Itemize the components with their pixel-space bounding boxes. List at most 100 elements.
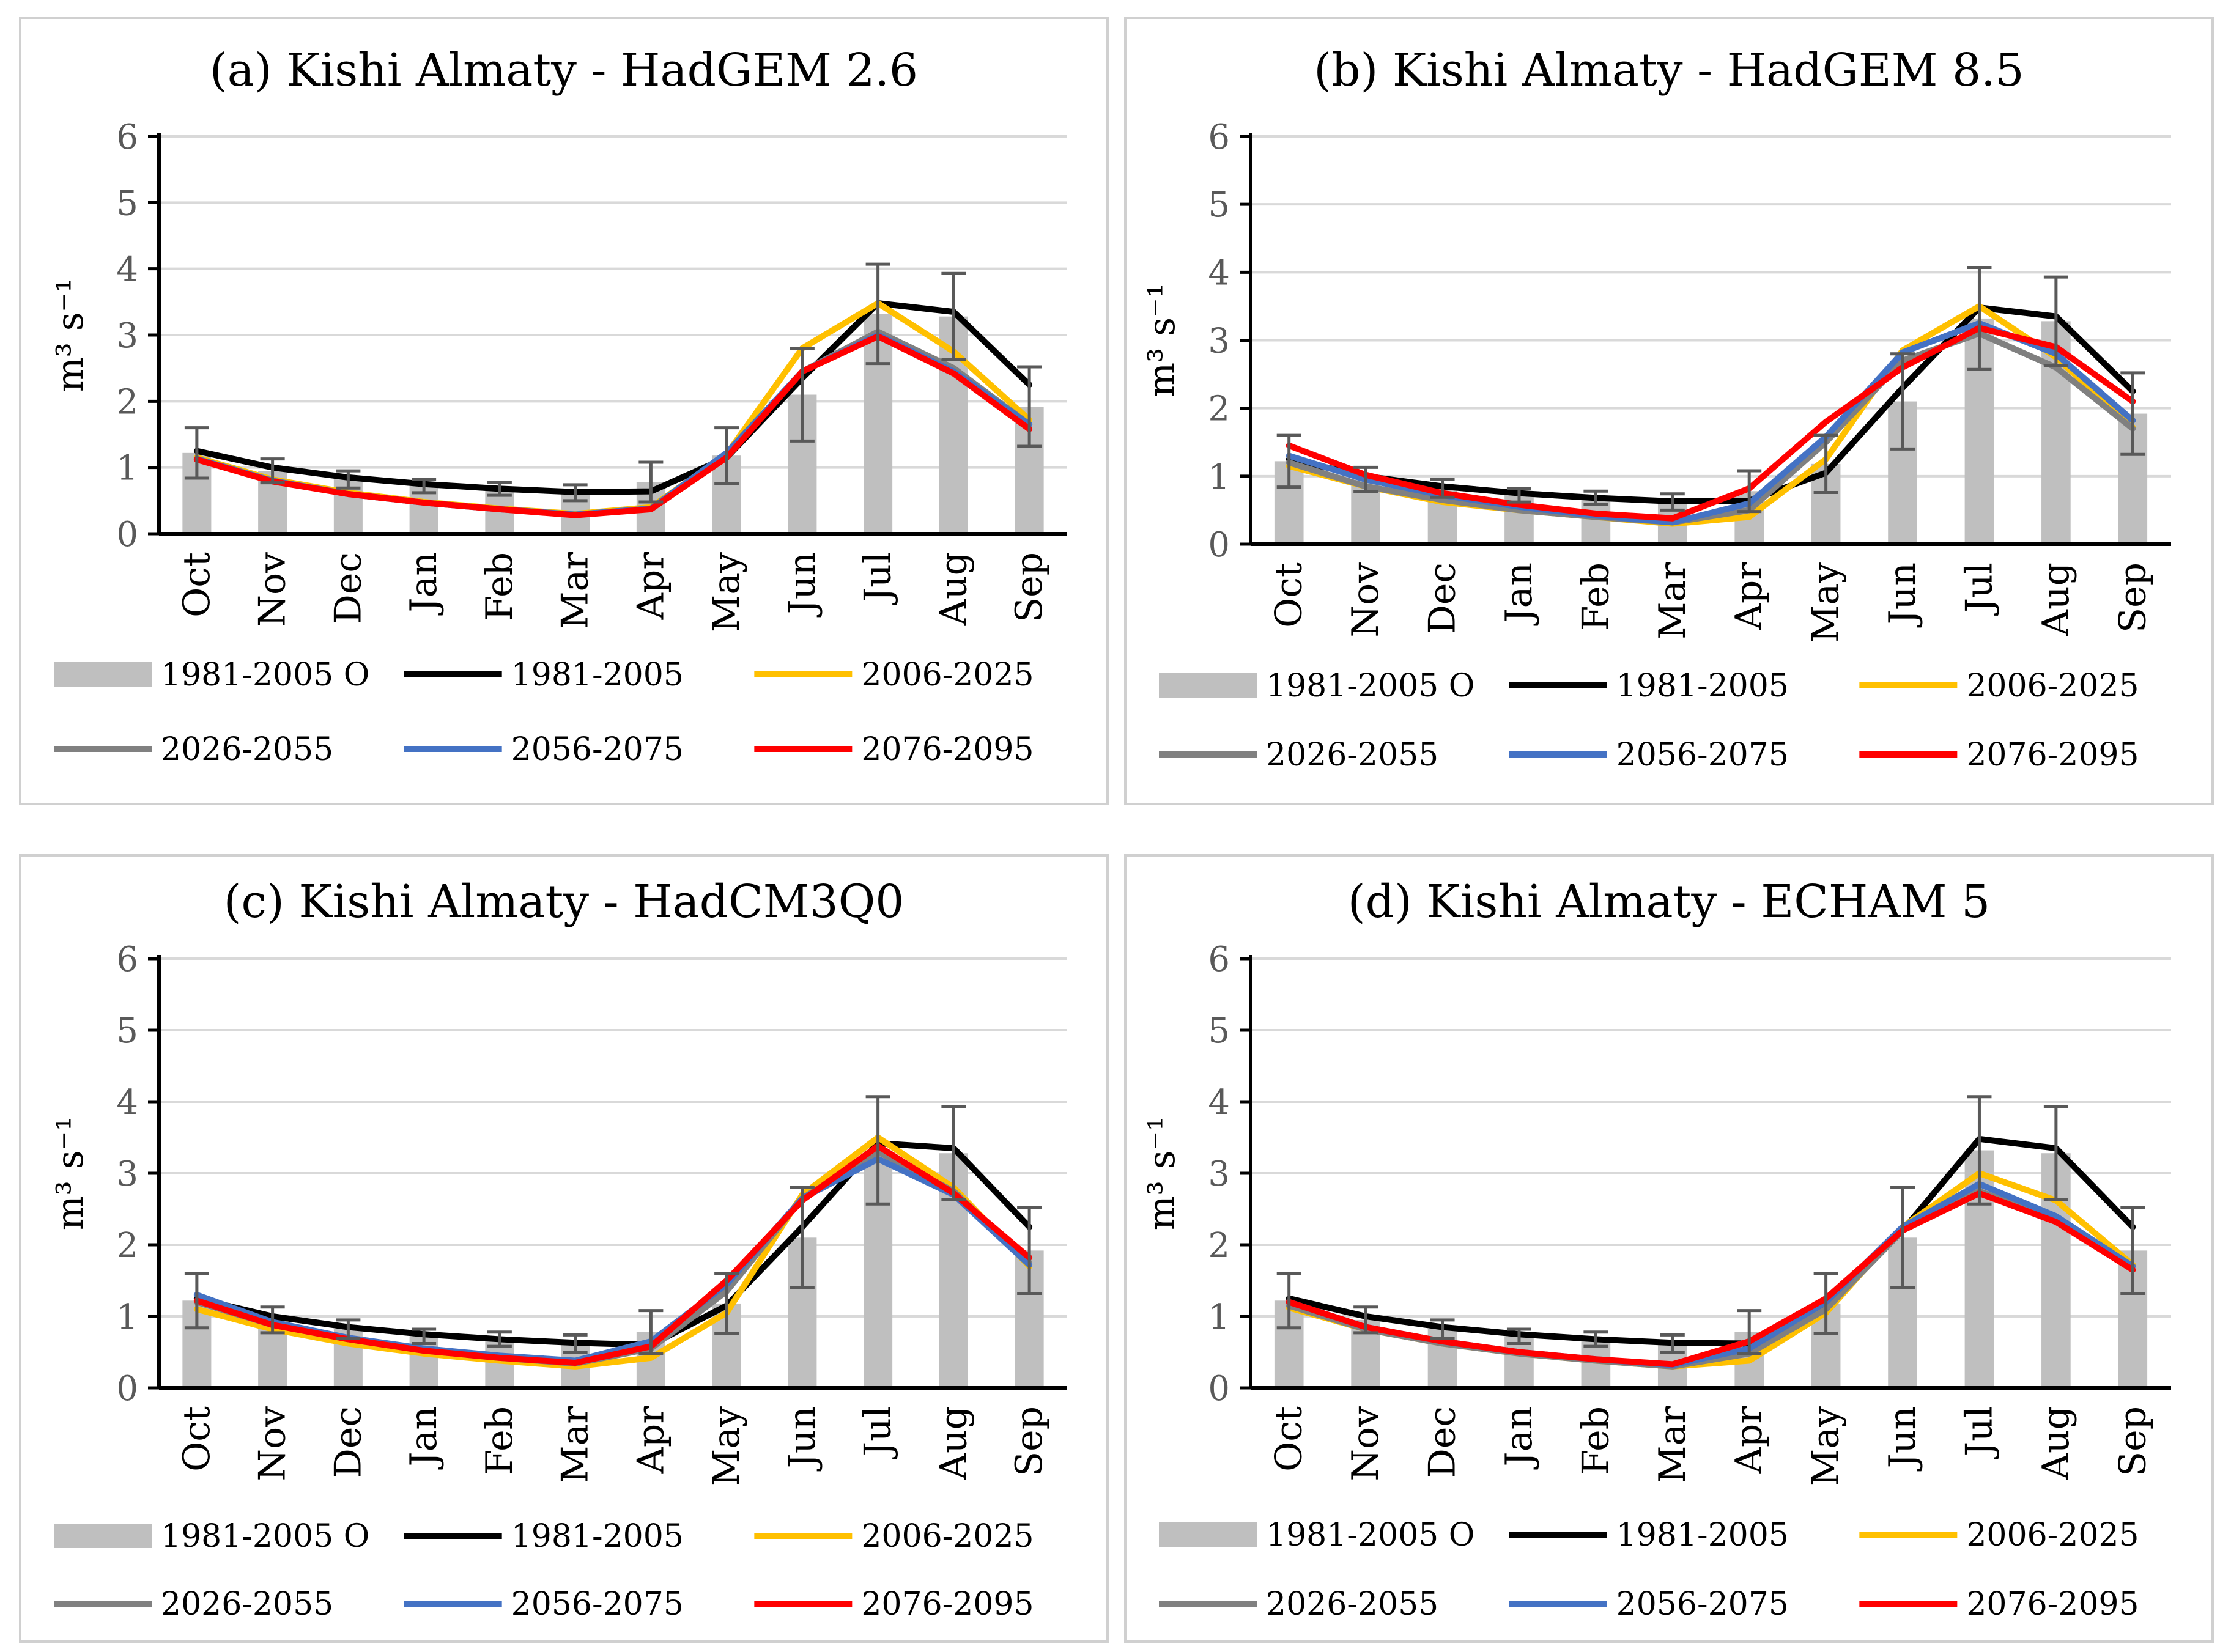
x-tick-label: Nov — [251, 552, 294, 627]
y-tick-label: 1 — [116, 449, 138, 489]
x-tick-label: Nov — [251, 1406, 294, 1481]
x-tick-label: Oct — [1268, 562, 1311, 628]
x-tick-label: Jul — [857, 552, 900, 606]
legend-label: 2026-2055 — [161, 731, 333, 768]
legend-label: 2056-2075 — [1616, 1586, 1789, 1623]
x-tick-label: Jul — [857, 1406, 900, 1460]
legend-label: 1981-2005 — [1616, 668, 1789, 704]
x-tick-label: Sep — [1008, 552, 1051, 622]
y-tick-label: 2 — [1208, 389, 1230, 429]
legend-swatch — [1159, 1522, 1257, 1547]
x-tick-label: Apr — [629, 552, 672, 621]
legend-label: 2026-2055 — [161, 1586, 333, 1623]
x-tick-label: Jan — [402, 552, 445, 616]
x-tick-label: Sep — [2111, 1406, 2154, 1477]
series-line-1981-2005 — [193, 300, 1033, 495]
series-line-2006-2025 — [193, 1134, 1033, 1370]
x-tick-label: Apr — [1728, 562, 1770, 631]
legend-label: 2006-2025 — [861, 1518, 1034, 1555]
y-tick-label: 3 — [116, 1154, 138, 1194]
x-tick-label: Feb — [478, 1406, 521, 1475]
x-tick-label: Sep — [1008, 1406, 1051, 1477]
y-tick-label: 0 — [1208, 1369, 1230, 1409]
legend-label: 1981-2005 O — [161, 1518, 369, 1555]
x-tick-label: Jun — [1881, 1406, 1924, 1472]
legend-label: 1981-2005 — [1616, 1517, 1789, 1554]
y-tick-label: 2 — [1208, 1226, 1230, 1266]
y-tick-label: 1 — [1208, 457, 1230, 497]
x-tick-label: Oct — [1268, 1406, 1311, 1472]
x-tick-label: Oct — [176, 1406, 218, 1472]
x-tick-label: Aug — [2035, 1406, 2077, 1480]
y-tick-label: 4 — [1208, 253, 1230, 293]
panel-border — [1124, 17, 2214, 805]
y-tick-label: 5 — [116, 183, 138, 223]
x-tick-label: May — [705, 552, 748, 632]
x-tick-label: Aug — [932, 1406, 975, 1480]
x-tick-label: Feb — [1574, 562, 1617, 631]
series-line-2076-2095 — [193, 1143, 1033, 1366]
legend-label: 1981-2005 O — [161, 657, 369, 693]
legend-label: 2006-2025 — [1966, 1517, 2139, 1554]
y-tick-label: 4 — [116, 1083, 138, 1123]
y-tick-label: 4 — [116, 250, 138, 290]
x-tick-label: May — [705, 1406, 748, 1486]
legend-label: 2026-2055 — [1266, 1586, 1438, 1623]
panel-border — [19, 854, 1109, 1643]
chart-title: (c) Kishi Almaty - HadCM3Q0 — [224, 876, 905, 928]
x-tick-label: Jan — [1498, 562, 1541, 626]
y-tick-label: 5 — [116, 1011, 138, 1051]
x-tick-label: Mar — [554, 1406, 597, 1483]
y-tick-label: 1 — [116, 1297, 138, 1337]
x-tick-label: Dec — [327, 552, 369, 624]
x-tick-label: Jul — [1958, 562, 2000, 616]
x-tick-label: Nov — [1344, 562, 1387, 638]
chart-title: (d) Kishi Almaty - ECHAM 5 — [1348, 876, 1990, 928]
x-tick-label: Nov — [1344, 1406, 1387, 1481]
x-tick-label: Jun — [781, 1406, 824, 1472]
chart-title: (b) Kishi Almaty - HadGEM 8.5 — [1314, 44, 2024, 97]
panel-border — [19, 17, 1109, 805]
y-tick-label: 0 — [116, 515, 138, 555]
series-line-2076-2095 — [1286, 1190, 2136, 1368]
y-tick-label: 6 — [1208, 940, 1230, 979]
legend-label: 2056-2075 — [1616, 737, 1789, 773]
y-tick-label: 5 — [1208, 185, 1230, 225]
x-tick-label: Jul — [1958, 1406, 2000, 1460]
series-line-2076-2095 — [193, 333, 1033, 518]
y-axis-label: m³ s⁻¹ — [1141, 1116, 1183, 1231]
x-tick-label: Aug — [2035, 562, 2077, 636]
y-tick-label: 0 — [1208, 525, 1230, 565]
legend-label: 1981-2005 — [511, 657, 684, 693]
chart-panel-4: (d) Kishi Almaty - ECHAM 5 0 1 2 3 4 5 6 m³ s⁻¹ O… — [1124, 854, 2214, 1643]
x-tick-label: Jun — [781, 552, 824, 618]
y-tick-label: 2 — [116, 1226, 138, 1266]
x-tick-label: Aug — [932, 552, 975, 626]
y-tick-label: 3 — [1208, 322, 1230, 361]
x-tick-label: Mar — [554, 552, 597, 629]
x-tick-label: May — [1805, 562, 1848, 643]
legend-swatch — [54, 1524, 152, 1548]
y-tick-label: 3 — [116, 316, 138, 356]
legend-label: 2076-2095 — [1966, 737, 2139, 773]
legend-swatch — [1159, 673, 1257, 698]
x-tick-label: Dec — [1421, 562, 1464, 634]
y-tick-label: 6 — [1208, 117, 1230, 157]
x-tick-label: Mar — [1651, 562, 1694, 640]
y-tick-label: 6 — [116, 940, 138, 979]
y-axis-label: m³ s⁻¹ — [49, 278, 92, 393]
x-tick-label: May — [1805, 1406, 1848, 1486]
x-tick-label: Oct — [176, 552, 218, 618]
x-tick-label: Apr — [629, 1406, 672, 1475]
y-axis-label: m³ s⁻¹ — [1141, 283, 1183, 397]
legend-label: 2006-2025 — [1966, 668, 2139, 704]
legend-label: 2056-2075 — [511, 731, 684, 768]
chart-panel-1: (a) Kishi Almaty - HadGEM 2.6 0 1 2 3 4 5 6 m³ s… — [19, 17, 1109, 805]
y-tick-label: 4 — [1208, 1083, 1230, 1123]
panel-border — [1124, 854, 2214, 1643]
chart-title: (a) Kishi Almaty - HadGEM 2.6 — [210, 44, 918, 97]
legend-label: 2076-2095 — [1966, 1586, 2139, 1623]
legend-label: 1981-2005 — [511, 1518, 684, 1555]
x-tick-label: Sep — [2111, 562, 2154, 633]
series-line-2076-2095 — [1286, 325, 2136, 522]
